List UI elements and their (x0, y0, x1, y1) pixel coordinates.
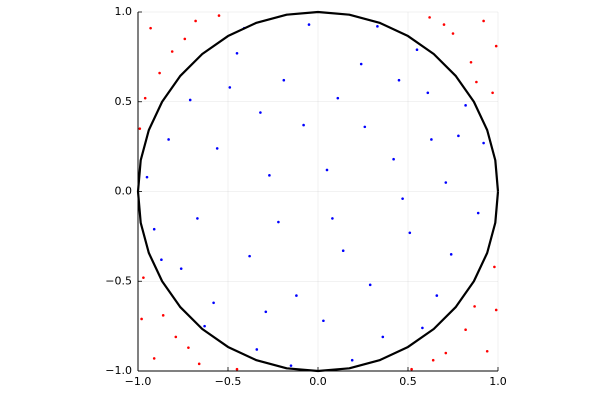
point (331, 217, 334, 220)
point (255, 348, 259, 351)
point (426, 91, 430, 95)
point (183, 37, 187, 41)
point (421, 326, 424, 330)
point (464, 328, 467, 332)
point (160, 258, 163, 262)
point (138, 127, 142, 130)
point (473, 305, 476, 308)
point (464, 104, 467, 107)
point (145, 175, 149, 179)
point (188, 98, 192, 102)
point (187, 346, 190, 349)
point (392, 157, 395, 161)
point (350, 358, 354, 362)
point (493, 265, 496, 269)
point (143, 96, 147, 100)
point (442, 23, 446, 26)
point (212, 301, 215, 305)
point (259, 111, 262, 114)
point (161, 314, 165, 317)
point (295, 294, 298, 297)
point (485, 349, 489, 353)
point (152, 227, 156, 231)
point (277, 220, 280, 224)
x-tick-label: 1.0 (489, 375, 507, 388)
point (431, 358, 435, 362)
point (449, 253, 453, 256)
x-tick-label: 0.0 (309, 375, 327, 388)
point (410, 367, 413, 371)
point (140, 317, 143, 321)
point (302, 123, 305, 127)
point (444, 351, 448, 355)
point (444, 181, 448, 184)
point (482, 141, 485, 145)
point (268, 174, 271, 177)
point (322, 319, 325, 323)
point (435, 294, 439, 297)
point (167, 138, 170, 141)
point (482, 19, 485, 23)
point (415, 48, 419, 51)
y-tick-label: 0.5 (115, 95, 133, 108)
point (376, 25, 379, 28)
point (142, 276, 145, 279)
point (215, 147, 219, 150)
point (194, 19, 197, 23)
y-tick-label: −0.5 (105, 274, 132, 287)
point (457, 134, 460, 138)
point (469, 60, 473, 64)
x-tick-label: −0.5 (215, 375, 242, 388)
point (174, 335, 178, 339)
point (149, 26, 152, 30)
x-tick-label: 0.5 (399, 375, 417, 388)
point (264, 310, 268, 314)
point (363, 125, 367, 129)
point (401, 197, 404, 200)
point (235, 51, 239, 55)
point (475, 80, 478, 84)
point (494, 44, 498, 48)
y-tick-label: 1.0 (115, 5, 133, 18)
y-tick-label: −1.0 (105, 364, 132, 377)
point (170, 50, 174, 53)
point (428, 16, 431, 19)
point (381, 335, 385, 339)
point (336, 96, 340, 100)
point (359, 62, 363, 66)
y-tick-label: 0.0 (115, 185, 133, 198)
point (325, 168, 329, 172)
point (282, 78, 286, 82)
point (152, 357, 156, 360)
point (235, 367, 239, 371)
point (203, 324, 206, 328)
point (228, 86, 232, 89)
point (408, 231, 412, 235)
point (397, 78, 401, 82)
point (451, 32, 455, 35)
point (341, 249, 345, 253)
point (158, 71, 161, 75)
point (307, 23, 311, 26)
point (248, 254, 251, 258)
point (430, 138, 433, 141)
point (179, 267, 183, 270)
point (494, 308, 498, 312)
point (368, 283, 372, 287)
point (196, 217, 199, 220)
point (289, 364, 293, 367)
point (476, 211, 480, 215)
point (217, 14, 221, 17)
point (491, 91, 494, 95)
x-tick-label: −1.0 (125, 375, 152, 388)
point (197, 362, 201, 366)
